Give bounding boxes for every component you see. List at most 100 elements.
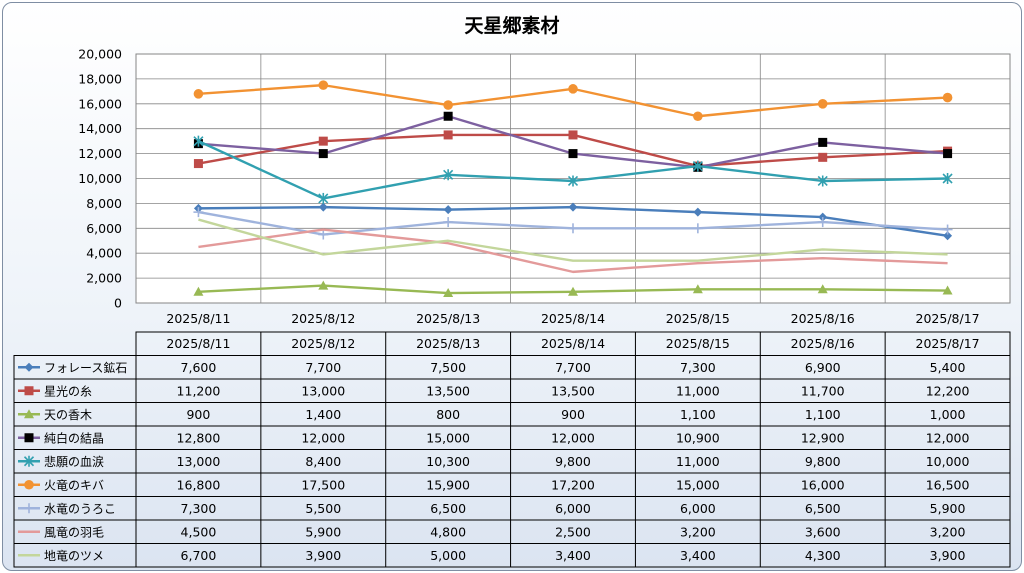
table-cell: 12,000 <box>551 430 595 445</box>
data-table: 2025/8/11 2025/8/12 2025/8/13 2025/8/14 2025… <box>13 331 1011 568</box>
table-cell: 6,500 <box>430 501 466 516</box>
table-cell: 11,700 <box>801 383 845 398</box>
data-point <box>318 136 328 146</box>
data-point <box>942 224 953 235</box>
series-line <box>198 228 948 274</box>
data-point <box>318 280 329 290</box>
data-point-marker <box>24 362 34 372</box>
table-cell: 4,300 <box>805 548 841 563</box>
table-header: 2025/8/16 <box>791 336 855 351</box>
table-cell: 7,600 <box>181 360 217 375</box>
data-point-marker <box>942 92 953 103</box>
series-9 <box>198 218 948 262</box>
table-cell: 13,000 <box>301 383 345 398</box>
chart-title: 天星郷素材 <box>464 14 559 37</box>
y-tick-label: 14,000 <box>78 121 122 136</box>
data-point <box>693 207 703 217</box>
series-6 <box>193 80 953 122</box>
table-cell: 12,000 <box>926 430 970 445</box>
table-cell: 6,000 <box>680 501 716 516</box>
table-cell: 3,200 <box>680 524 716 539</box>
table-cell: 13,500 <box>426 383 470 398</box>
table-cell: 1,400 <box>305 407 341 422</box>
data-point <box>568 84 578 94</box>
data-point <box>568 149 578 159</box>
table-cell: 7,700 <box>555 360 591 375</box>
table-cell: 1,000 <box>930 407 966 422</box>
data-point-marker <box>318 280 329 290</box>
data-point-marker <box>443 111 453 121</box>
table-cell: 1,100 <box>680 407 716 422</box>
table-cell: 12,200 <box>926 383 970 398</box>
legend-key <box>18 362 40 372</box>
data-point-marker <box>818 137 828 147</box>
data-point-marker <box>443 288 454 298</box>
table-cell: 5,000 <box>430 548 466 563</box>
table-cell: 11,000 <box>676 383 720 398</box>
table-cell: 3,900 <box>930 548 966 563</box>
data-point <box>443 288 454 298</box>
x-tick-label: 2025/8/11 <box>166 311 230 326</box>
data-point-marker <box>943 149 953 159</box>
data-point <box>24 362 34 372</box>
data-point <box>817 284 828 294</box>
table-cell: 4,500 <box>181 524 217 539</box>
legend-label: 風竜の羽毛 <box>44 525 104 539</box>
data-point <box>443 111 453 121</box>
data-point <box>942 92 953 103</box>
table-cell: 5,400 <box>930 360 966 375</box>
table-cell: 13,000 <box>177 454 221 469</box>
legend-label: 純白の結晶 <box>44 430 104 445</box>
data-point <box>817 99 828 109</box>
table-cell: 3,400 <box>680 548 716 563</box>
data-point <box>568 286 578 296</box>
data-point <box>943 231 953 241</box>
data-point <box>318 202 328 212</box>
table-cell: 8,400 <box>305 454 341 469</box>
data-point <box>568 130 578 140</box>
data-point <box>193 159 203 169</box>
table-cell: 6,500 <box>805 501 841 516</box>
data-point <box>24 386 34 396</box>
data-point-marker <box>24 386 34 396</box>
series-line <box>198 218 948 262</box>
data-point <box>193 135 204 147</box>
data-point <box>817 217 828 228</box>
y-tick-label: 10,000 <box>78 171 122 186</box>
data-point <box>567 175 579 187</box>
data-point-marker <box>193 286 204 296</box>
table-header: 2025/8/14 <box>541 336 605 351</box>
legend-key <box>18 433 40 443</box>
table-cell: 6,700 <box>181 548 217 563</box>
table-header: 2025/8/13 <box>416 336 480 351</box>
table-cell: 7,700 <box>305 360 341 375</box>
data-point-marker <box>568 149 578 159</box>
y-tick-label: 8,000 <box>86 196 122 211</box>
table-cell: 800 <box>436 407 460 422</box>
table-cell: 5,900 <box>305 524 341 539</box>
data-point <box>568 223 578 234</box>
data-point-marker <box>24 479 34 490</box>
legend-label: 火竜のキバ <box>44 478 104 492</box>
data-point-marker <box>693 111 703 122</box>
y-tick-label: 16,000 <box>78 96 122 111</box>
x-tick-label: 2025/8/15 <box>666 311 730 326</box>
table-header: 2025/8/17 <box>916 336 980 351</box>
series-5 <box>193 135 953 204</box>
table-cell: 900 <box>561 407 585 422</box>
table-cell: 900 <box>186 407 210 422</box>
data-point-marker <box>318 149 328 159</box>
table-cell: 16,500 <box>926 477 970 492</box>
table-cell: 4,800 <box>430 524 466 539</box>
legend-key <box>18 503 40 514</box>
data-point-marker <box>817 99 828 109</box>
data-point-marker <box>692 284 703 294</box>
data-point <box>692 284 703 294</box>
legend-label: 地竜のツメ <box>44 549 104 563</box>
data-point <box>568 202 578 212</box>
legend-label: 水竜のうろこ <box>44 502 116 516</box>
table-cell: 2,500 <box>555 524 591 539</box>
legend-key <box>18 386 40 396</box>
table-cell: 15,000 <box>676 477 720 492</box>
table-header: 2025/8/11 <box>166 336 230 351</box>
